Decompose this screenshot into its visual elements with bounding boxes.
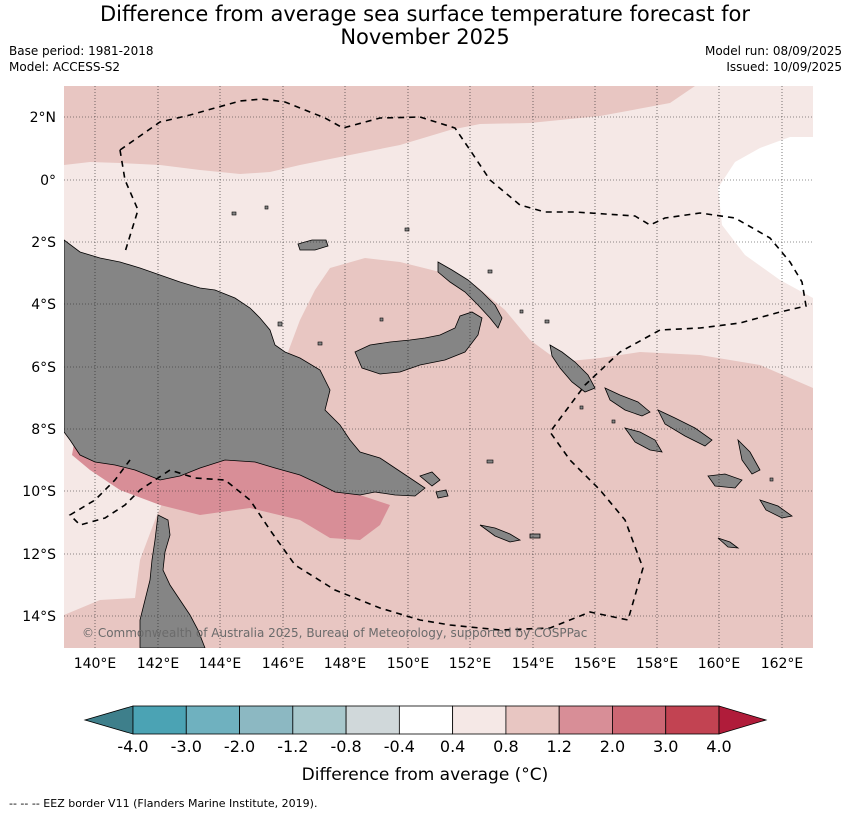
bougainville-land <box>549 344 596 393</box>
colorbar-swatch <box>665 705 720 735</box>
page-title: Difference from average sea surface temp… <box>0 3 850 49</box>
dentrecasteaux-islands <box>419 471 449 499</box>
lon-label: 152°E <box>449 656 492 672</box>
colorbar-tick-label: 4.0 <box>706 737 731 756</box>
small-islets <box>231 205 774 482</box>
colorbar-arrow-low <box>83 705 134 735</box>
base-period: Base period: 1981-2018 <box>9 44 154 58</box>
lon-label: 154°E <box>512 656 555 672</box>
colorbar-tick-label: -0.8 <box>330 737 361 756</box>
lat-label: 2°N <box>30 110 56 126</box>
colorbar-swatch <box>452 705 507 735</box>
lon-label: 150°E <box>387 656 430 672</box>
cape-york-land <box>139 514 206 648</box>
title-line-1: Difference from average sea surface temp… <box>100 2 750 26</box>
model-run: Model run: 08/09/2025 <box>704 44 842 58</box>
solomon-island-3 <box>624 427 663 453</box>
colorbar-tick-label: 1.2 <box>546 737 571 756</box>
lat-label: 2°S <box>31 235 56 251</box>
lat-label: 8°S <box>31 422 56 438</box>
colorbar-swatch <box>398 705 454 735</box>
colorbar-swatch <box>185 705 240 735</box>
solomon-island-6 <box>759 499 793 519</box>
lon-label: 140°E <box>74 656 117 672</box>
solomon-island-2 <box>657 409 713 447</box>
colorbar-title: Difference from average (°C) <box>302 765 549 785</box>
colorbar-swatch <box>345 705 400 735</box>
eez-border <box>68 98 807 631</box>
lon-label: 146°E <box>262 656 305 672</box>
colorbar-tick-label: -1.2 <box>277 737 308 756</box>
colorbar-swatch <box>292 705 347 735</box>
map-panel <box>64 86 813 648</box>
lat-label: 4°S <box>31 297 56 313</box>
new-ireland-land <box>437 261 503 329</box>
lon-label: 156°E <box>574 656 617 672</box>
solomon-island-7 <box>717 537 740 549</box>
copyright-credit: © Commonwealth of Australia 2025, Bureau… <box>82 626 587 640</box>
lat-label: 14°S <box>22 609 56 625</box>
lat-label: 6°S <box>31 360 56 376</box>
colorbar-swatch <box>239 705 294 735</box>
colorbar-tick-label: 0.4 <box>440 737 465 756</box>
louisiade-islands <box>479 524 541 543</box>
meta-right: Model run: 08/09/2025 Issued: 10/09/2025 <box>705 43 842 75</box>
neutral-region <box>718 137 813 298</box>
solomon-island-4 <box>737 438 761 475</box>
issued-date: Issued: 10/09/2025 <box>726 60 842 74</box>
anomaly-0-8-1-2-north <box>64 86 695 174</box>
colorbar-swatch <box>612 705 667 735</box>
colorbar-swatch <box>132 705 187 735</box>
colorbar-tick-label: 0.8 <box>493 737 518 756</box>
lat-label: 10°S <box>22 484 56 500</box>
model-name: Model: ACCESS-S2 <box>9 60 121 74</box>
lon-label: 144°E <box>199 656 242 672</box>
manus-island-land <box>297 239 329 251</box>
lon-label: 162°E <box>761 656 804 672</box>
colorbar-tick-label: -0.4 <box>384 737 415 756</box>
new-britain-land <box>354 311 483 375</box>
solomon-island-1 <box>604 387 651 417</box>
colorbar-tick-label: -2.0 <box>224 737 255 756</box>
lon-label: 142°E <box>137 656 180 672</box>
anomaly-0-8-1-2-south <box>64 258 813 648</box>
graticule <box>64 86 813 648</box>
eez-footnote: -- -- -- EEZ border V11 (Flanders Marine… <box>9 797 318 810</box>
lat-label: 0° <box>40 173 56 189</box>
solomon-island-5 <box>707 473 743 489</box>
title-line-2: November 2025 <box>340 25 510 49</box>
meta-left: Base period: 1981-2018 Model: ACCESS-S2 <box>9 43 154 75</box>
colorbar: -4.0 -3.0 -2.0 -1.2 -0.8 -0.4 0.4 0.8 1.2 2.0 3.0 4… <box>83 705 768 756</box>
colorbar-swatch <box>505 705 560 735</box>
colorbar-tick-label: -3.0 <box>171 737 202 756</box>
lon-label: 148°E <box>324 656 367 672</box>
lat-label: 12°S <box>22 547 56 563</box>
lon-label: 158°E <box>636 656 679 672</box>
latitude-labels: 2°N 0° 2°S 4°S 6°S 8°S 10°S 12°S 14°S <box>22 110 56 625</box>
colorbar-tick-label: 2.0 <box>600 737 625 756</box>
lon-label: 160°E <box>698 656 741 672</box>
colorbar-tick-label: 3.0 <box>653 737 678 756</box>
longitude-labels: 140°E 142°E 144°E 146°E 148°E 150°E 152°… <box>74 656 804 672</box>
colorbar-arrow-high <box>718 705 768 735</box>
colorbar-tick-label: -4.0 <box>117 737 148 756</box>
colorbar-swatch <box>558 705 613 735</box>
